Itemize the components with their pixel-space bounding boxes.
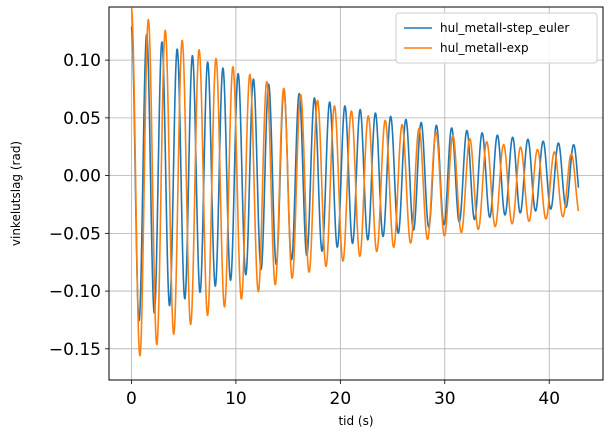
legend: hul_metall-step_euler hul_metall-exp xyxy=(395,12,598,64)
y-tick-label: −0.15 xyxy=(49,340,101,360)
y-tick-label: −0.05 xyxy=(49,224,101,244)
x-axis-label: tid (s) xyxy=(338,414,373,428)
x-tick-label: 10 xyxy=(225,389,247,409)
x-tick-label: 0 xyxy=(126,389,137,409)
legend-box xyxy=(395,12,598,64)
x-tick-label: 30 xyxy=(434,389,456,409)
series-line xyxy=(130,7,580,357)
y-tick-label: −0.10 xyxy=(49,282,101,302)
legend-label: hul_metall-exp xyxy=(440,41,529,55)
x-tick-label: 20 xyxy=(330,389,352,409)
legend-label: hul_metall-step_euler xyxy=(440,21,569,35)
series-line xyxy=(130,26,580,322)
series-layer xyxy=(130,7,580,357)
x-tick-label: 40 xyxy=(538,389,560,409)
y-tick-label: 0.00 xyxy=(63,167,101,187)
y-axis-label: vinkelutslag (rad) xyxy=(9,141,23,246)
y-tick-label: 0.10 xyxy=(63,51,101,71)
ticks: 0 10 20 30 40 −0.15 −0.10 −0.05 0.00 0.05 0.10 xyxy=(49,51,560,409)
plot-frame xyxy=(108,6,604,381)
y-tick-label: 0.05 xyxy=(63,109,101,129)
